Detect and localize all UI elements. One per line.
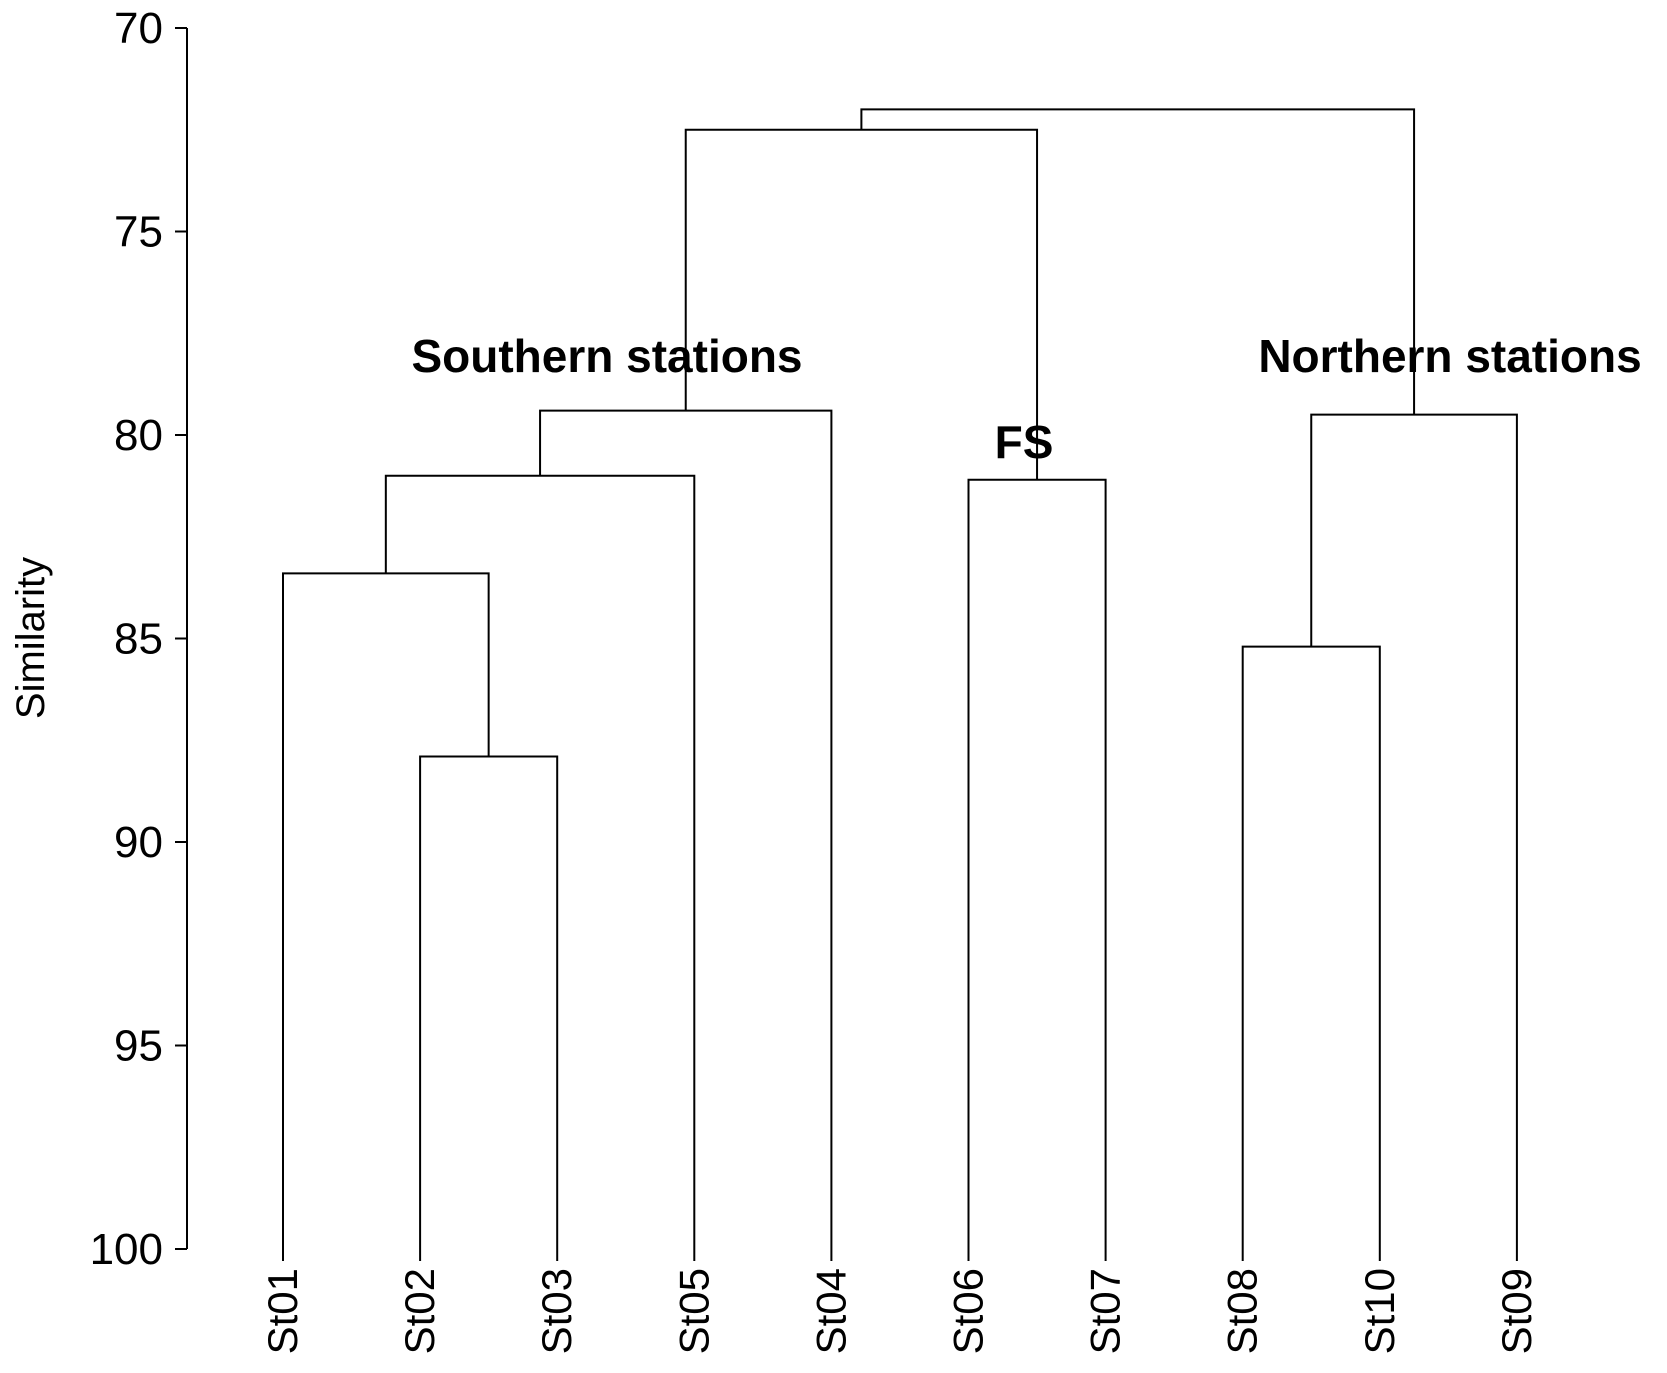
leaf-label-st05: St05 [670,1268,717,1354]
y-tick-label-100: 100 [90,1225,163,1274]
leaf-label-st06: St06 [945,1268,992,1354]
merge-link-m6 [684,128,1039,480]
leaf-labels: St01 St02 St03 St05 St04 St06 St07 St08 St10 St09 [259,1249,1540,1354]
y-tick-label-70: 70 [114,4,163,53]
leaf-label-st01: St01 [259,1268,306,1354]
y-axis: 70 75 80 85 90 95 100 Similarity [9,4,188,1274]
y-tick-label-90: 90 [114,818,163,867]
cluster-label-northern: Northern stations [1258,330,1641,382]
merge-link-m7 [1241,645,1381,1249]
merge-link-m4 [539,409,833,1249]
merge-link-m1 [419,755,559,1249]
y-tick-label-80: 80 [114,411,163,460]
merge-link-m5 [967,478,1107,1249]
y-tick-label-85: 85 [114,615,163,664]
leaf-label-st08: St08 [1219,1268,1266,1354]
merge-link-m3 [384,474,696,1249]
leaf-label-st02: St02 [396,1268,443,1354]
merge-link-m2 [282,572,490,1249]
leaf-label-st07: St07 [1082,1268,1129,1354]
leaf-label-st10: St10 [1356,1268,1403,1354]
y-tick-label-75: 75 [114,208,163,257]
leaf-label-st03: St03 [533,1268,580,1354]
leaf-label-st04: St04 [807,1268,854,1354]
y-axis-title: Similarity [9,557,53,719]
merge-link-m9 [860,108,1416,415]
cluster-label-southern: Southern stations [411,330,802,382]
y-tick-label-95: 95 [114,1022,163,1071]
merge-link-m8 [1310,413,1518,1249]
leaf-label-st09: St09 [1493,1268,1540,1354]
cluster-label-fs: FS [995,416,1054,468]
cluster-annotations: Southern stations FS Northern stations [411,330,1641,468]
dendrogram-links [282,108,1518,1249]
